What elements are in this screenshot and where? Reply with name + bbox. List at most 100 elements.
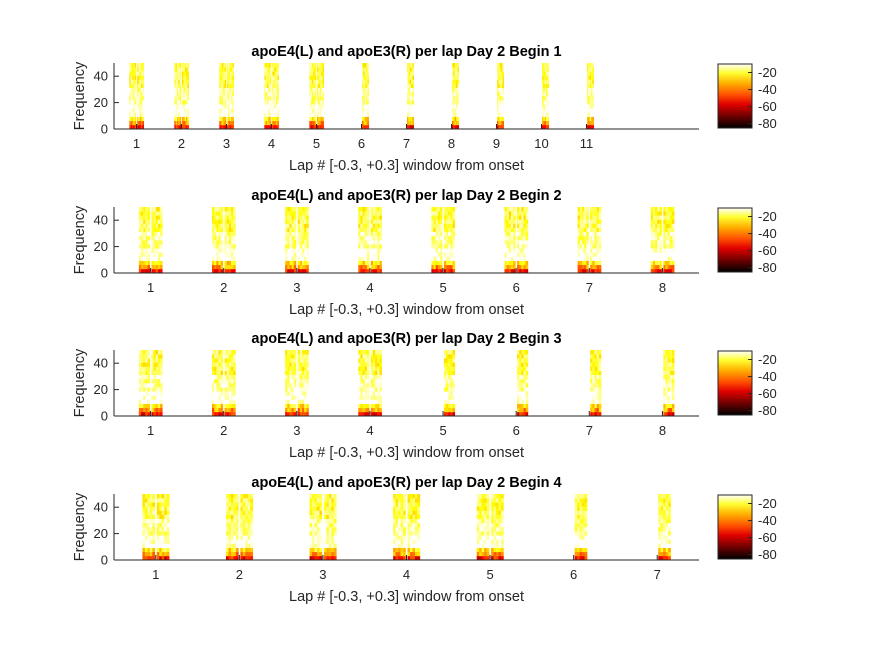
x-axis-label: Lap # [-0.3, +0.3] window from onset: [289, 302, 524, 318]
x-tick-label: 1: [152, 567, 159, 582]
x-tick-label: 9: [493, 136, 500, 151]
x-tick-label: 8: [448, 136, 455, 151]
x-tick-label: 8: [659, 423, 666, 438]
colorbar-tick-label: -20: [758, 352, 777, 367]
colorbar-tick-label: -20: [758, 209, 777, 224]
colorbar: -20 -40 -60 -80: [717, 350, 777, 418]
spectrogram-lap-3-apoE3: [323, 494, 337, 561]
chart-title: apoE4(L) and apoE3(R) per lap Day 2 Begi…: [251, 475, 561, 491]
x-tick-label: 6: [513, 423, 520, 438]
y-tick-label: 0: [101, 553, 108, 568]
y-tick-label: 0: [101, 122, 108, 137]
subplot-3: 1 2 3 4 5 6 7 8 0 20 40 apoE4(L) and apoE3(R) per l…: [72, 331, 777, 461]
x-tick-label: 1: [147, 423, 154, 438]
spectrogram-lap-2-apoE3: [224, 207, 236, 274]
colorbar-gradient: [717, 494, 753, 560]
y-tick-label: 20: [94, 239, 108, 254]
x-tick-label: 7: [654, 567, 661, 582]
colorbar-tick-label: -40: [758, 226, 777, 241]
chart-title: apoE4(L) and apoE3(R) per lap Day 2 Begi…: [251, 331, 561, 347]
x-tick-label: 2: [220, 280, 227, 295]
x-tick-label: 4: [403, 567, 410, 582]
y-axis-label: Frequency: [72, 348, 88, 417]
spectrogram-lap-11-apoE3: [587, 63, 594, 130]
y-axis-label: Frequency: [72, 205, 88, 274]
colorbar-tick-label: -40: [758, 82, 777, 97]
x-axis-label: Lap # [-0.3, +0.3] window from onset: [289, 445, 524, 461]
spectrogram-lap-8-apoE3: [452, 63, 459, 130]
x-tick-label: 4: [268, 136, 275, 151]
colorbar-tick-label: -20: [758, 65, 777, 80]
x-tick-label: 6: [570, 567, 577, 582]
colorbar-gradient: [717, 207, 753, 273]
x-tick-label: 5: [313, 136, 320, 151]
spectrogram-lap-1-apoE3: [151, 207, 163, 274]
x-tick-label: 8: [659, 280, 666, 295]
spectrogram-lap-6-apoE3: [517, 350, 529, 417]
colorbar-tick-label: -60: [758, 243, 777, 258]
x-tick-label: 5: [439, 423, 446, 438]
x-tick-label: 2: [236, 567, 243, 582]
spectrogram-lap-4-apoE3: [370, 207, 382, 274]
spectrogram-lap-2-apoE4: [174, 63, 182, 130]
spectrogram-lap-3-apoE3: [297, 207, 309, 274]
colorbar-tick-label: -80: [758, 116, 777, 131]
spectrogram-lap-5-apoE3: [317, 63, 324, 130]
x-tick-label: 7: [403, 136, 410, 151]
spectrogram-lap-8-apoE3: [663, 350, 675, 417]
spectrogram-lap-7-apoE3: [590, 350, 602, 417]
spectrogram-lap-4-apoE4: [393, 494, 406, 561]
subplot-1: 1 2 3 4 5 6 7 8 9 10 11 0 20 40 apoE4(L) and apoE3(R) …: [72, 44, 777, 174]
spectrogram-lap-3-apoE3: [227, 63, 234, 130]
spectrogram-lap-4-apoE3: [272, 63, 279, 130]
spectrogram-lap-2-apoE3: [182, 63, 189, 130]
chart-title: apoE4(L) and apoE3(R) per lap Day 2 Begi…: [251, 44, 561, 60]
x-tick-label: 3: [223, 136, 230, 151]
spectrogram-group: [138, 350, 675, 417]
colorbar-tick-label: -40: [758, 513, 777, 528]
x-tick-label: 11: [580, 136, 594, 151]
x-tick-label: 3: [293, 423, 300, 438]
spectrogram-group: [129, 63, 594, 130]
spectrogram-lap-1-apoE4: [138, 350, 150, 417]
spectrogram-lap-9-apoE3: [497, 63, 504, 130]
colorbar-gradient: [717, 63, 753, 129]
spectrogram-lap-2-apoE4: [211, 350, 224, 417]
spectrogram-lap-5-apoE4: [431, 207, 443, 274]
spectrogram-lap-7-apoE3: [407, 63, 414, 130]
colorbar-tick-label: -60: [758, 530, 777, 545]
spectrogram-lap-3-apoE4: [219, 63, 227, 130]
colorbar-tick-label: -20: [758, 496, 777, 511]
spectrogram-lap-3-apoE4: [309, 494, 323, 561]
y-tick-label: 0: [101, 266, 108, 281]
x-tick-label: 6: [513, 280, 520, 295]
x-tick-label: 3: [319, 567, 326, 582]
y-axis-label: Frequency: [72, 61, 88, 130]
spectrogram-lap-1-apoE3: [151, 350, 163, 417]
spectrogram-lap-2-apoE4: [211, 207, 224, 274]
subplot-2: 1 2 3 4 5 6 7 8 0 20 40 apoE4(L) and apoE3(R) per l…: [72, 188, 777, 318]
spectrogram-lap-6-apoE4: [504, 207, 516, 274]
x-axis-label: Lap # [-0.3, +0.3] window from onset: [289, 589, 524, 605]
x-tick-label: 2: [178, 136, 185, 151]
spectrogram-lap-4-apoE4: [358, 350, 370, 417]
y-tick-label: 40: [94, 69, 108, 84]
colorbar-gradient: [717, 350, 753, 416]
spectrogram-lap-7-apoE4: [577, 207, 589, 274]
colorbar: -20 -40 -60 -80: [717, 63, 777, 131]
spectrogram-lap-7-apoE3: [590, 207, 602, 274]
spectrogram-lap-4-apoE3: [370, 350, 382, 417]
y-tick-label: 40: [94, 500, 108, 515]
x-tick-label: 10: [534, 136, 548, 151]
spectrogram-lap-1-apoE4: [138, 207, 150, 274]
spectrogram-lap-3-apoE4: [285, 350, 297, 417]
spectrogram-lap-1-apoE4: [129, 63, 137, 130]
y-tick-label: 0: [101, 409, 108, 424]
spectrogram-lap-4-apoE4: [264, 63, 272, 130]
x-tick-label: 6: [358, 136, 365, 151]
spectrogram-lap-4-apoE3: [407, 494, 421, 561]
colorbar-tick-label: -80: [758, 260, 777, 275]
spectrogram-lap-7-apoE3: [658, 494, 671, 561]
x-tick-label: 5: [439, 280, 446, 295]
